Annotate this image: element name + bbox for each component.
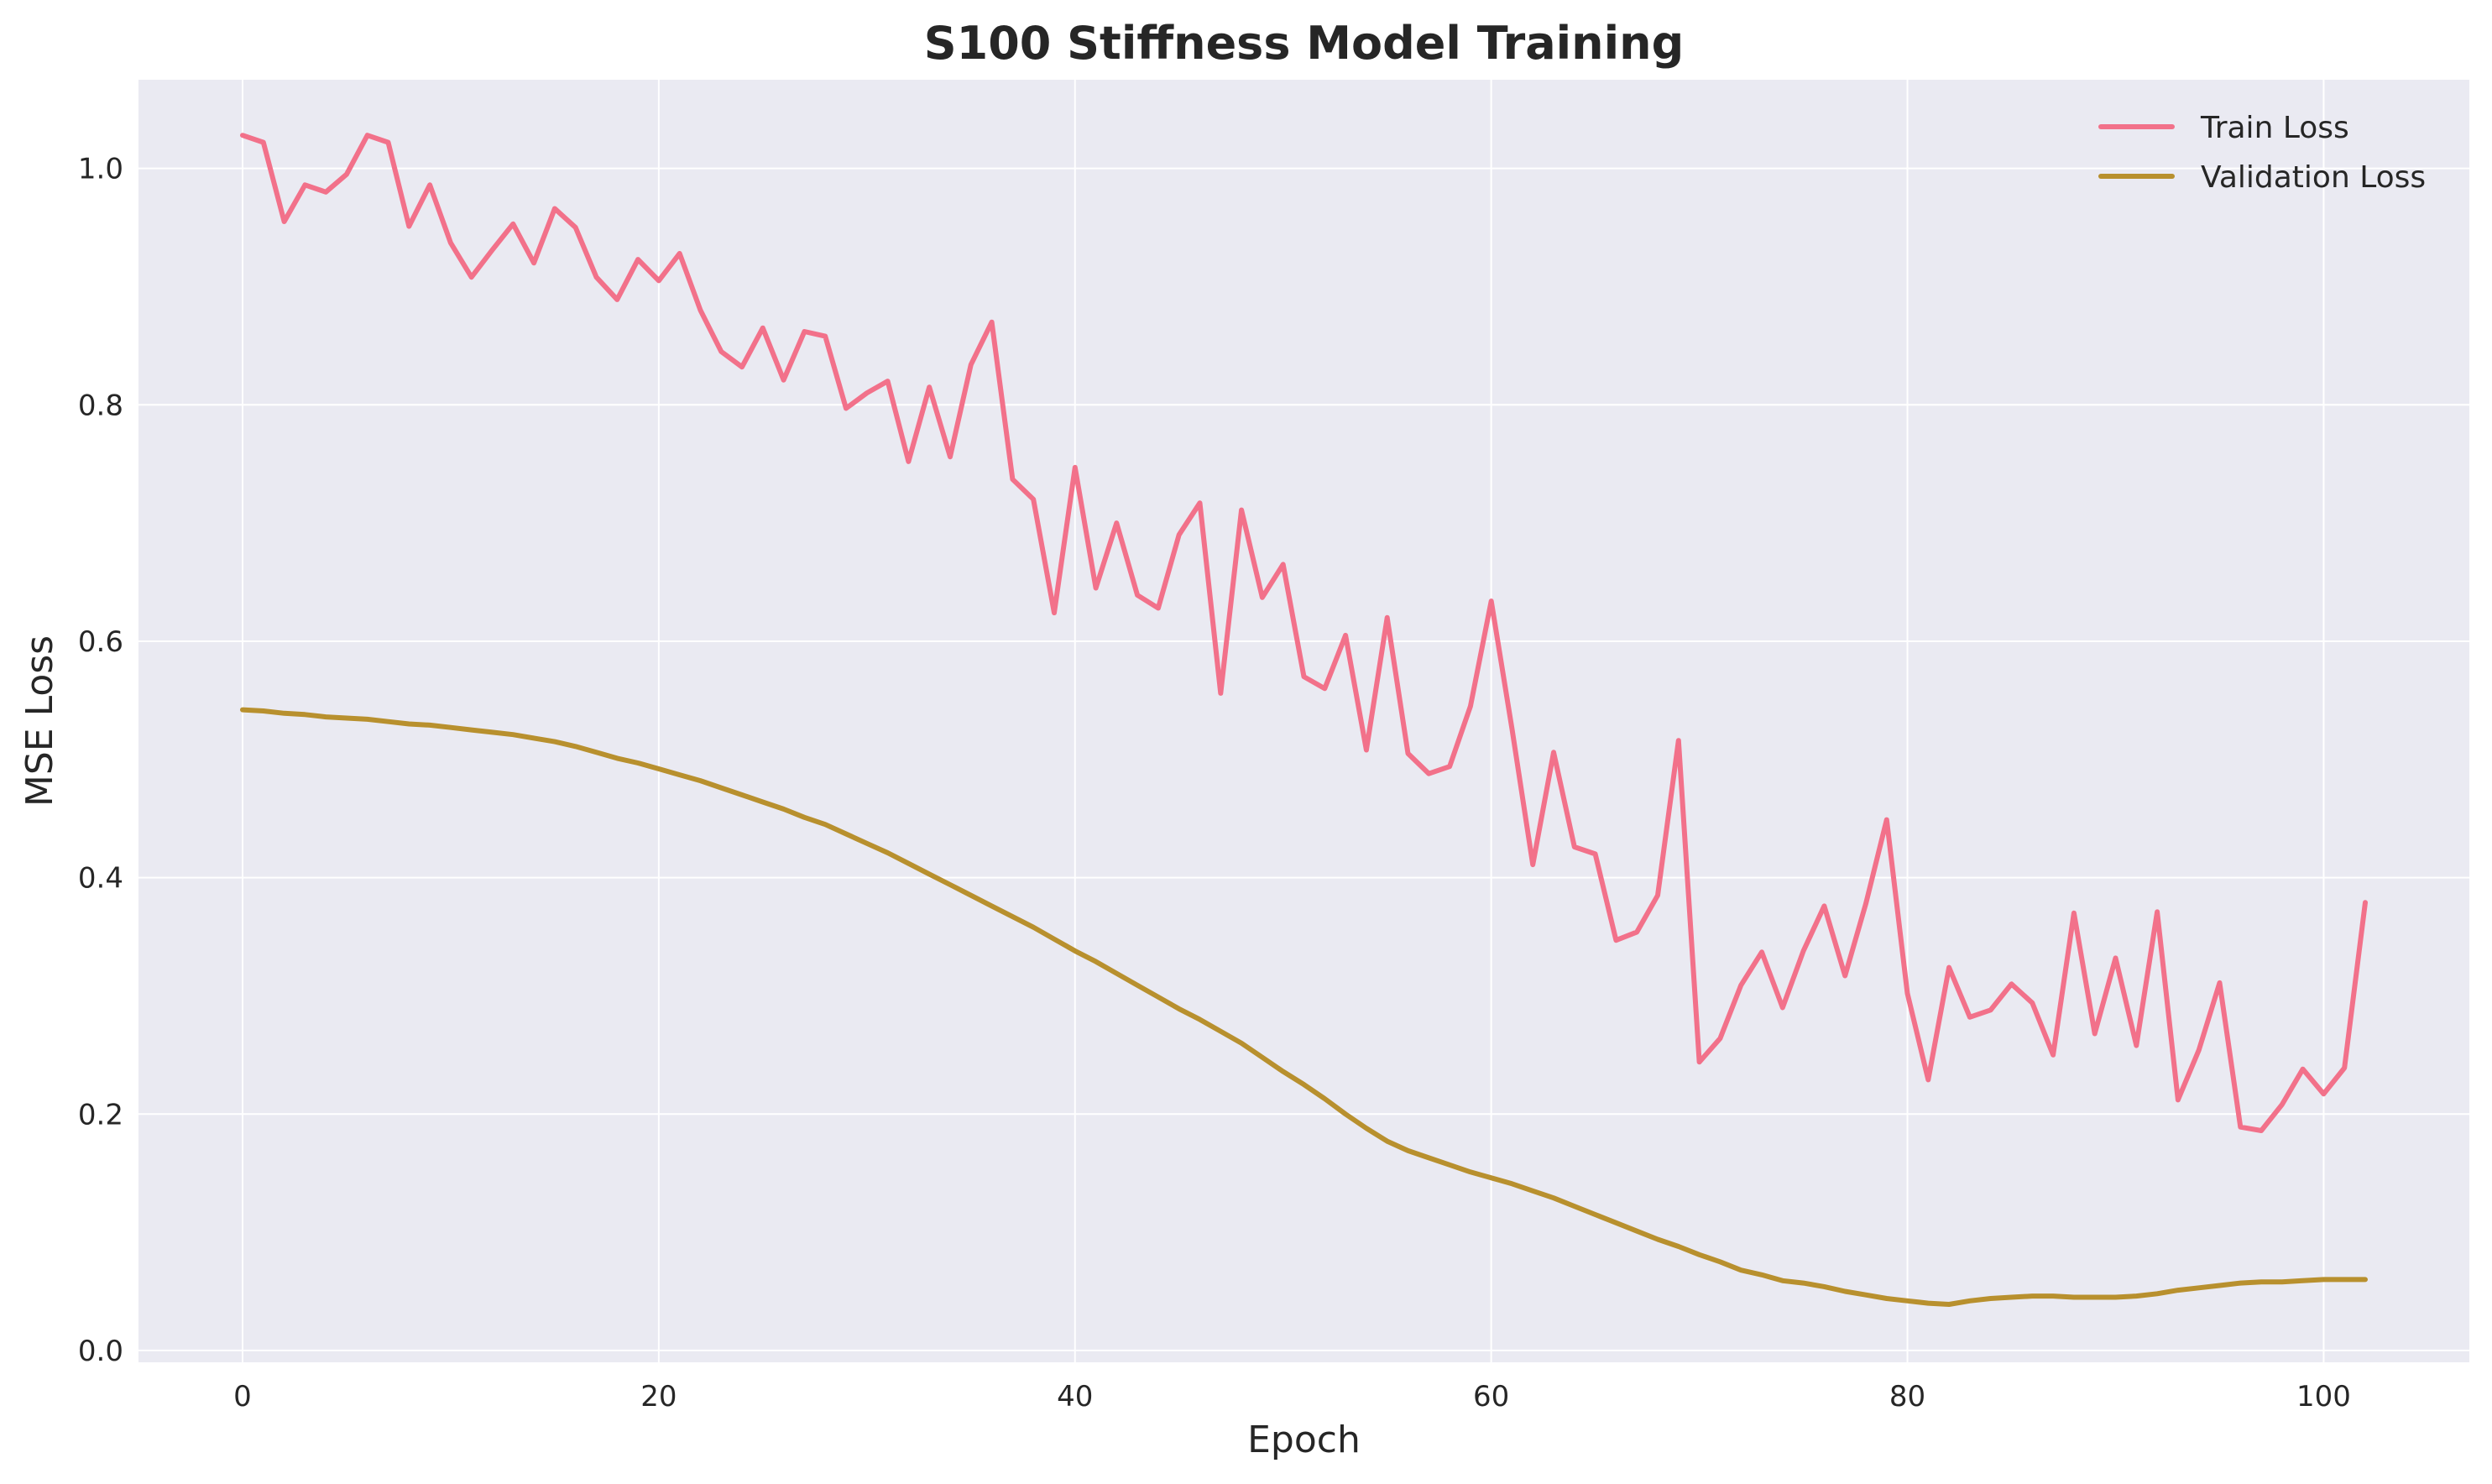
y-tick-label: 0.4 <box>78 862 123 896</box>
x-tick-label: 100 <box>2296 1380 2351 1413</box>
y-tick-label: 0.8 <box>78 389 123 422</box>
x-tick-label: 60 <box>1473 1380 1509 1413</box>
x-tick-label: 80 <box>1889 1380 1925 1413</box>
plot-area <box>138 80 2469 1362</box>
ticks: 0 20 40 60 80 100 0.0 0.2 0.4 0.6 0.8 1.0 <box>78 153 2351 1413</box>
y-axis-label: MSE Loss <box>18 635 61 807</box>
grid <box>138 80 2469 1362</box>
x-tick-label: 20 <box>640 1380 677 1413</box>
legend: Train Loss Validation Loss <box>2098 111 2426 195</box>
y-tick-label: 0.6 <box>78 625 123 659</box>
series-line-train-loss <box>240 133 2368 1133</box>
y-tick-label: 0.0 <box>78 1335 123 1368</box>
legend-label: Train Loss <box>2200 111 2349 145</box>
legend-label: Validation Loss <box>2201 160 2426 195</box>
x-axis-label: Epoch <box>1247 1419 1361 1461</box>
x-tick-label: 0 <box>233 1380 252 1413</box>
y-tick-label: 0.2 <box>78 1098 123 1131</box>
x-tick-label: 40 <box>1057 1380 1093 1413</box>
series-layer <box>240 133 2368 1307</box>
chart-title: S100 Stiffness Model Training <box>924 17 1684 70</box>
y-tick-label: 1.0 <box>78 153 123 186</box>
series-line-validation-loss <box>240 707 2368 1307</box>
